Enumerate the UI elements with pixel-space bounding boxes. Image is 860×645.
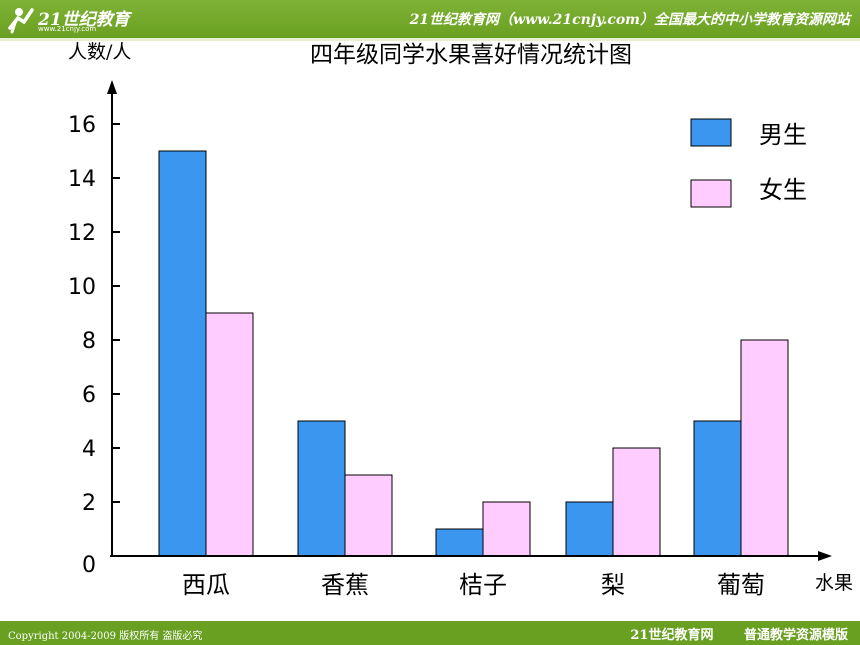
- y-tick-label: 12: [68, 221, 96, 246]
- category-label: 香蕉: [321, 571, 369, 599]
- legend-label-female: 女生: [759, 176, 807, 204]
- y-axis-label: 人数/人: [68, 41, 131, 63]
- bar-female-2: [482, 501, 531, 557]
- footer-slogan: 普通教学资源模版: [743, 628, 848, 643]
- legend-label-male: 男生: [759, 121, 807, 149]
- y-tick-label: 10: [68, 275, 96, 300]
- y-tick-label: 14: [68, 167, 96, 192]
- y-tick-label: 8: [82, 329, 96, 354]
- header-bar: 21世纪教育 www.21cnjy.com 21世纪教育网（www.21cnjy…: [0, 0, 860, 38]
- bar-chart: 四年级同学水果喜好情况统计图 人数/人 水果 0 2 4 6 8 10 12 14 16 西瓜 香…: [68, 41, 853, 599]
- chart-title: 四年级同学水果喜好情况统计图: [310, 42, 632, 68]
- footer-right: 21世纪教育网 普通教学资源模版: [604, 624, 848, 643]
- logo-text: 21世纪教育: [38, 10, 130, 30]
- logo-url: www.21cnjy.com: [38, 25, 97, 33]
- bar-male-2: [435, 528, 484, 557]
- logo-icon: [8, 6, 40, 38]
- y-tick-label: 0: [82, 553, 96, 578]
- bar-female-0: [205, 312, 254, 557]
- category-label: 葡萄: [717, 571, 765, 599]
- category-label: 桔子: [459, 571, 507, 599]
- bar-male-4: [693, 420, 742, 557]
- header-divider: [0, 38, 860, 41]
- bars-layer: [158, 150, 789, 557]
- y-tick-label: 16: [68, 113, 96, 138]
- legend-swatch-female: [690, 179, 732, 208]
- y-tick-label: 4: [82, 437, 96, 462]
- legend: 男生 女生: [690, 118, 807, 208]
- y-axis-arrow: [107, 80, 117, 94]
- footer-bar: Copyright 2004-2009 版权所有 盗版必究 21世纪教育网 普通…: [0, 621, 860, 645]
- y-tick-label: 6: [82, 383, 96, 408]
- category-label: 西瓜: [182, 571, 230, 599]
- category-label: 梨: [601, 571, 625, 599]
- legend-swatch-male: [690, 118, 732, 147]
- bar-female-1: [344, 474, 393, 557]
- bar-male-3: [565, 501, 614, 557]
- y-tick-label: 2: [82, 491, 96, 516]
- x-axis-arrow: [818, 551, 832, 561]
- bar-female-4: [740, 339, 789, 557]
- y-ticks: 0 2 4 6 8 10 12 14 16: [68, 113, 120, 578]
- copyright-text: Copyright 2004-2009 版权所有 盗版必究: [8, 631, 203, 642]
- footer-site: 21世纪教育网: [630, 628, 714, 643]
- bar-female-3: [612, 447, 661, 557]
- bar-male-0: [158, 150, 207, 557]
- x-axis-label: 水果: [815, 572, 853, 594]
- banner-text: 21世纪教育网（www.21cnjy.com）全国最大的中小学教育资源网站: [409, 12, 850, 28]
- bar-male-1: [297, 420, 346, 557]
- x-categories: 西瓜 香蕉 桔子 梨 葡萄: [182, 571, 765, 599]
